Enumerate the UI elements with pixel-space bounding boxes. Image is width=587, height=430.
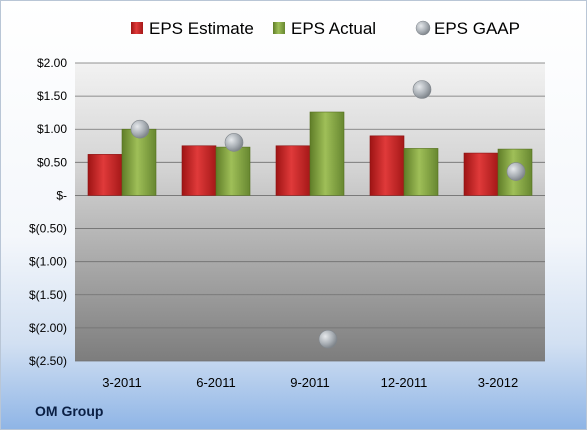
legend-swatch xyxy=(273,22,285,34)
bar-eps-estimate xyxy=(87,154,123,196)
y-tick-label: $(2.50) xyxy=(29,354,67,368)
x-tick-label: 3-2011 xyxy=(102,375,142,390)
y-tick-label: $(0.50) xyxy=(29,222,67,236)
bar-eps-estimate xyxy=(275,145,311,196)
legend-swatch xyxy=(131,22,143,34)
legend-label: EPS GAAP xyxy=(434,19,520,38)
legend: EPS Estimate EPS Actual EPS GAAP xyxy=(131,19,520,38)
x-tick-label: 9-2011 xyxy=(290,375,330,390)
legend-label: EPS Estimate xyxy=(149,19,254,38)
x-tick-label: 3-2012 xyxy=(478,375,518,390)
point-eps-gaap xyxy=(412,80,432,99)
bar-eps-actual xyxy=(215,146,251,196)
y-tick-label: $2.00 xyxy=(37,56,67,70)
point-eps-gaap xyxy=(318,329,338,349)
point-eps-gaap xyxy=(224,133,244,152)
x-tick-label: 12-2011 xyxy=(381,375,428,390)
y-tick-label: $1.00 xyxy=(37,122,67,136)
y-tick-label: $0.50 xyxy=(37,155,67,169)
bar-eps-estimate xyxy=(369,135,405,196)
bar-eps-actual xyxy=(121,128,157,196)
bar-eps-estimate xyxy=(181,145,217,196)
legend-label: EPS Actual xyxy=(291,19,376,38)
bar-eps-estimate xyxy=(463,152,499,196)
company-label: OM Group xyxy=(35,403,104,419)
gaap-points xyxy=(130,80,526,349)
y-tick-label: $- xyxy=(56,188,67,202)
y-tick-label: $(2.00) xyxy=(29,321,67,335)
y-axis-ticks: $2.00 $1.50 $1.00 $0.50 $- $(0.50) $(1.00) $(1.… xyxy=(29,56,67,368)
point-eps-gaap xyxy=(130,119,150,139)
point-eps-gaap xyxy=(506,162,526,181)
plot-area xyxy=(75,63,545,361)
legend-swatch xyxy=(415,20,431,36)
x-axis-labels: 3-2011 6-2011 9-2011 12-2011 3-2012 xyxy=(102,375,518,390)
y-tick-label: $(1.50) xyxy=(29,288,67,302)
bar-eps-actual xyxy=(309,111,345,196)
y-tick-label: $(1.00) xyxy=(29,255,67,269)
y-tick-label: $1.50 xyxy=(37,89,67,103)
x-tick-label: 6-2011 xyxy=(196,375,236,390)
bar-eps-actual xyxy=(403,148,439,196)
